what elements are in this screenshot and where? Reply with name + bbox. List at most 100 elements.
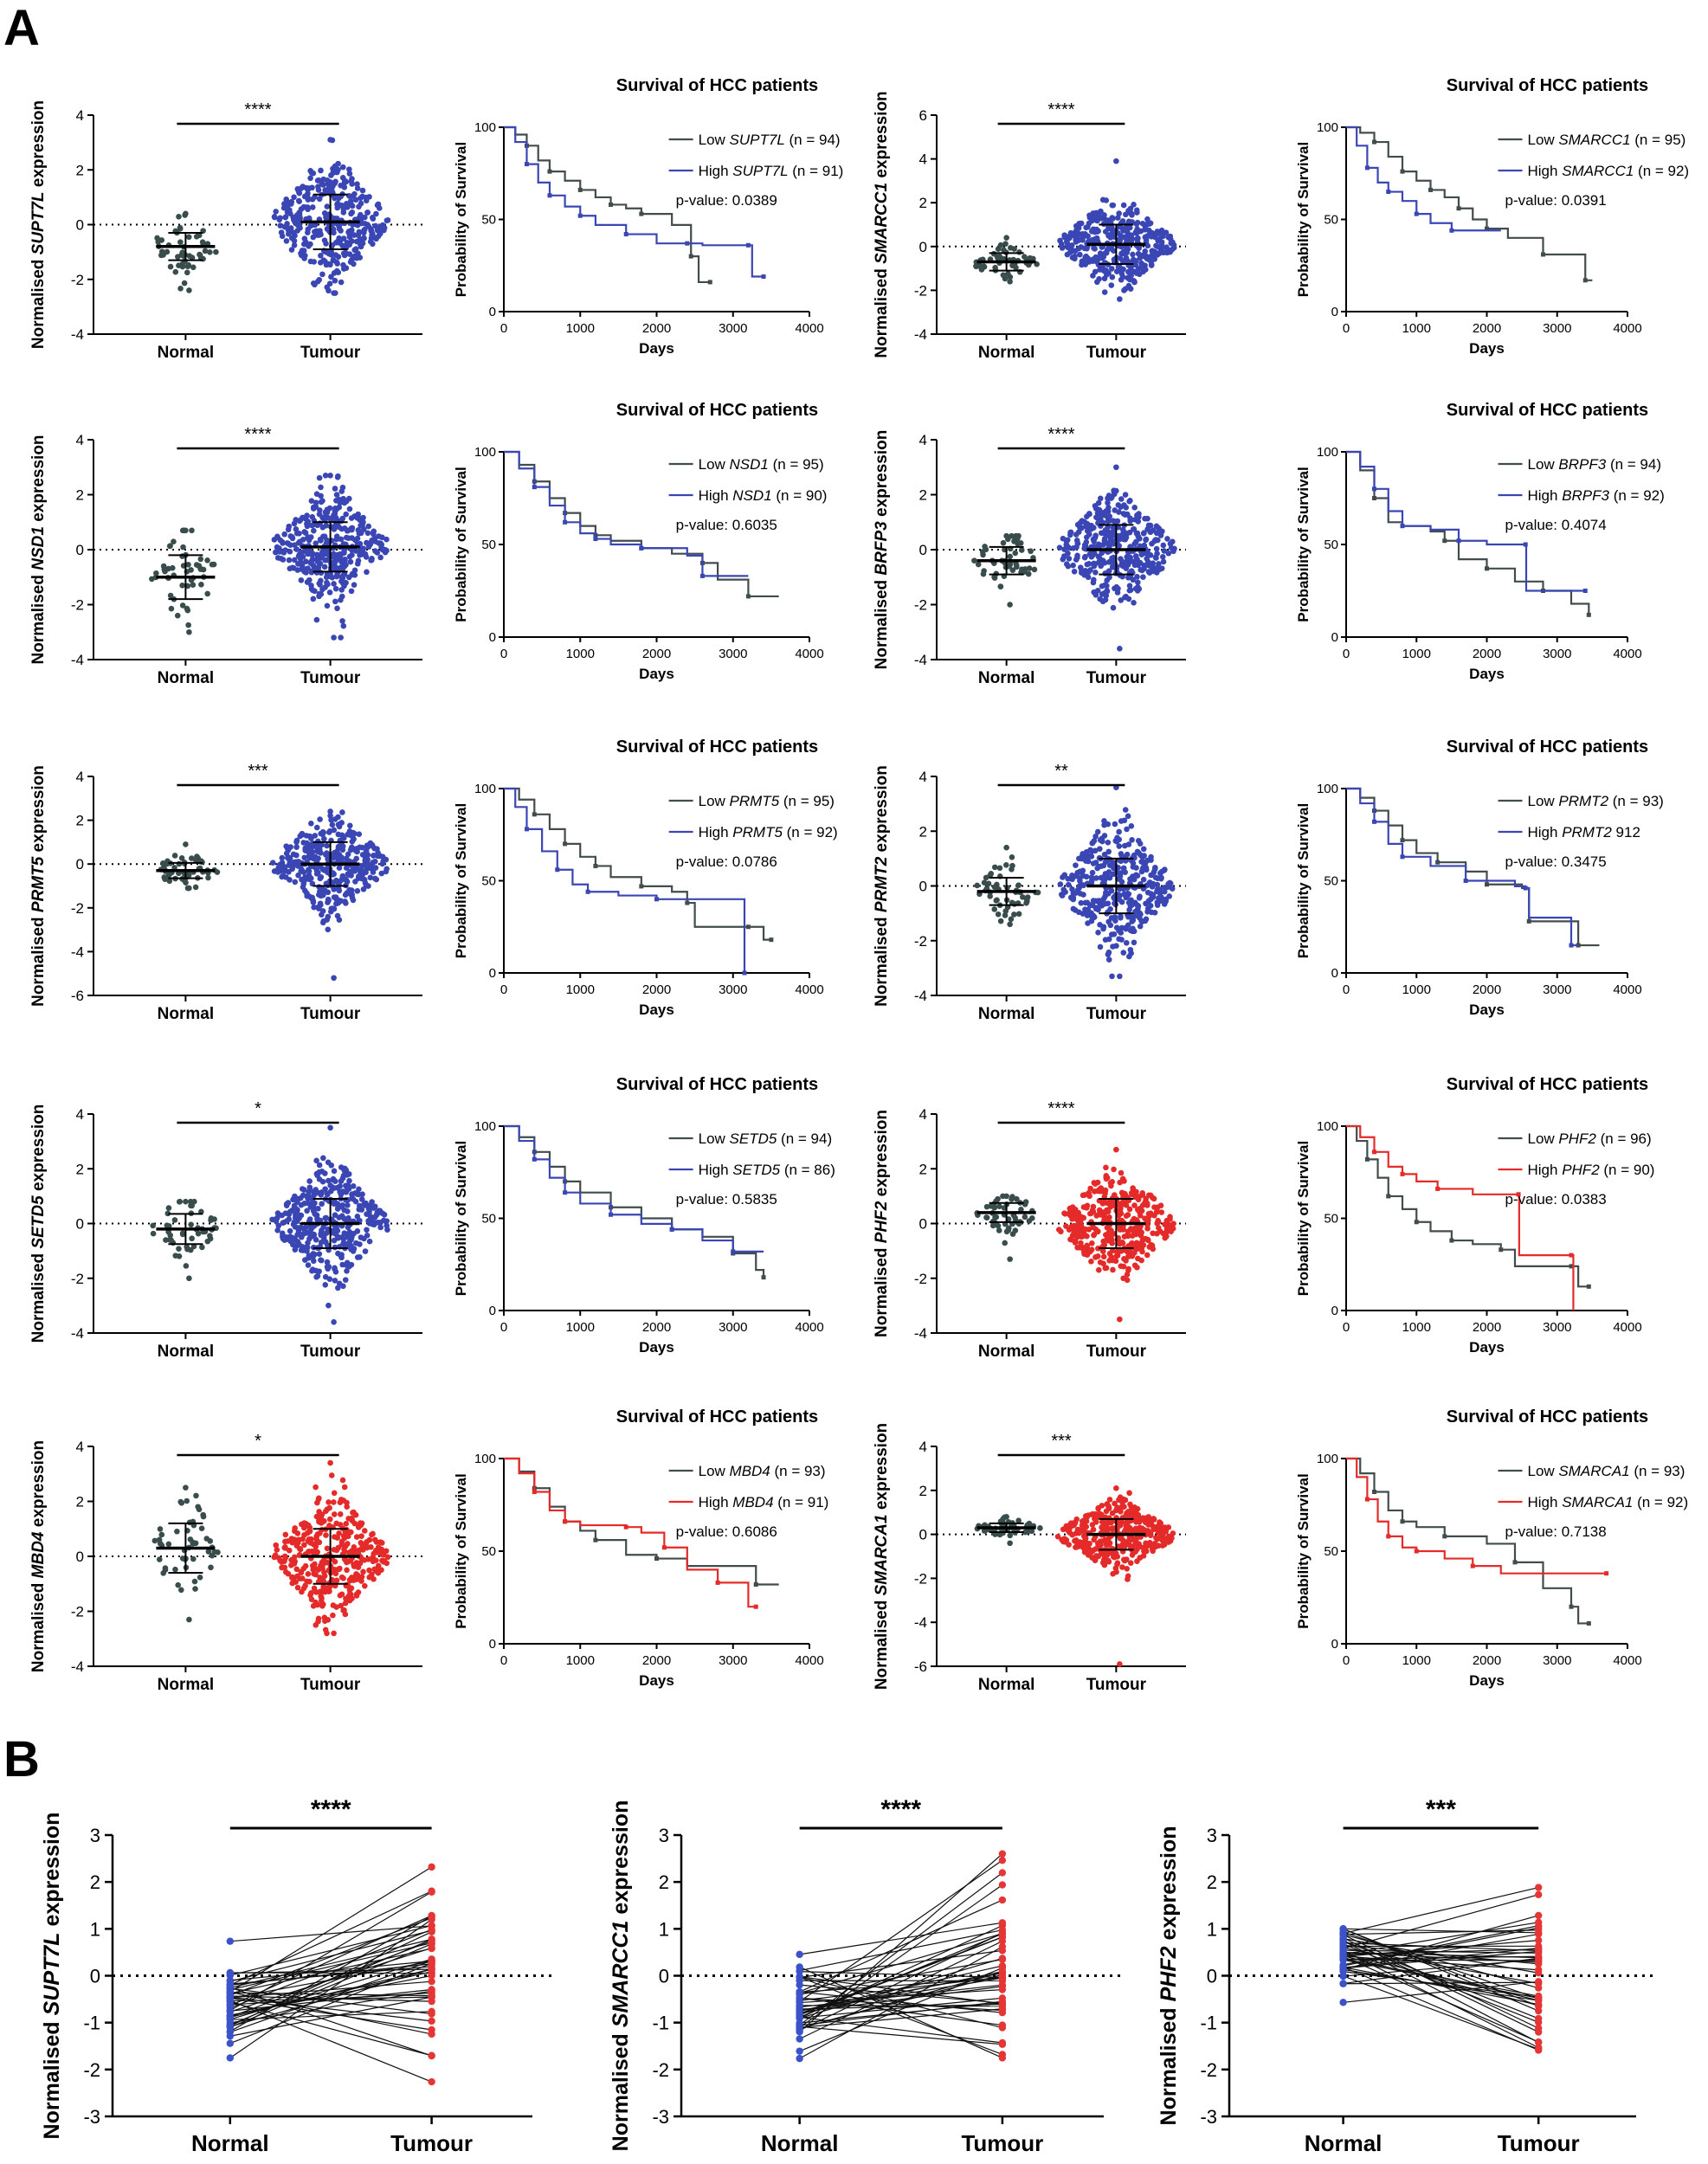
data-point: [1118, 556, 1124, 562]
data-point: [306, 1178, 313, 1184]
x-tick-label: Normal: [158, 1676, 214, 1694]
data-point: [1009, 899, 1015, 906]
data-point: [318, 1257, 325, 1264]
data-point: [355, 1549, 362, 1556]
p-value: p-value: 0.0786: [676, 853, 777, 870]
survival-line-low: [504, 787, 771, 941]
data-point: [362, 1248, 369, 1254]
data-point: [1124, 851, 1131, 858]
data-point: [313, 1170, 320, 1177]
data-point: [1129, 837, 1135, 843]
data-point: [1105, 956, 1112, 963]
censor-mark: [745, 594, 751, 599]
data-point: [364, 222, 371, 228]
data-point: [1101, 1199, 1108, 1205]
data-point: [361, 227, 367, 234]
data-point: [296, 518, 303, 525]
legend-gene: SUPT7L: [730, 132, 785, 148]
data-point: [306, 1255, 312, 1261]
data-point: [300, 880, 307, 887]
data-point: [1083, 538, 1090, 545]
data-point: [1105, 821, 1112, 828]
data-point: [325, 1177, 332, 1184]
censor-mark: [563, 1190, 568, 1195]
data-point: [1066, 1227, 1073, 1233]
data-point: [1089, 1240, 1095, 1246]
censor-mark: [1526, 918, 1531, 924]
significance-stars: *: [255, 1099, 261, 1118]
data-point: [373, 210, 379, 217]
data-point: [1170, 239, 1176, 246]
data-point: [281, 1558, 287, 1564]
data-point: [165, 1205, 172, 1211]
data-point: [291, 1219, 298, 1226]
data-point: [1082, 1545, 1089, 1551]
data-point: [339, 175, 346, 181]
data-point: [1007, 274, 1014, 280]
data-point: [343, 900, 349, 906]
data-point: [310, 1566, 316, 1573]
data-point: [1112, 518, 1118, 525]
data-point: [1137, 1555, 1143, 1561]
censor-mark: [1516, 1192, 1521, 1197]
y-tick-label: 100: [474, 1452, 496, 1466]
data-point: [278, 229, 285, 235]
data-point: [178, 1587, 184, 1594]
data-point: [352, 548, 359, 554]
data-point: [188, 1198, 194, 1205]
censor-mark: [532, 1490, 537, 1495]
y-axis-label-suffix: expression: [873, 1110, 891, 1201]
significance-stars: *: [255, 1432, 261, 1451]
censor-mark: [1442, 538, 1447, 544]
data-point: [1146, 221, 1153, 227]
data-point: [176, 1199, 183, 1205]
data-point: [1158, 565, 1165, 571]
data-point: [1122, 512, 1129, 518]
data-point: [1140, 574, 1146, 580]
data-point: [342, 892, 349, 898]
data-point: [1098, 530, 1105, 537]
data-point: [1105, 1233, 1112, 1240]
data-point: [195, 1230, 202, 1237]
data-point: [1080, 882, 1086, 888]
legend-entry: High PRMT5 (n = 92): [699, 824, 838, 840]
x-tick-label: Tumour: [1086, 1676, 1147, 1694]
data-point: [324, 177, 331, 184]
survival-line-high: [504, 450, 749, 577]
data-point: [322, 1214, 329, 1221]
data-point: [283, 1201, 290, 1208]
data-point: [1156, 1225, 1162, 1231]
data-point: [1073, 1516, 1080, 1523]
data-point: [1120, 228, 1126, 234]
y-tick-label: -6: [71, 988, 84, 1004]
data-point: [316, 511, 323, 518]
x-tick-label: 2000: [642, 1653, 671, 1668]
data-point: [293, 844, 300, 850]
legend-name: High: [1528, 1162, 1563, 1178]
data-point: [357, 238, 363, 245]
data-point: [1151, 910, 1158, 916]
data-point: [1105, 270, 1112, 276]
data-point: [361, 1201, 367, 1208]
data-point: [1160, 558, 1167, 565]
data-point: [1092, 833, 1099, 840]
data-point: [1090, 1526, 1097, 1533]
data-point: [349, 203, 356, 209]
y-axis-label-suffix: expression: [873, 1423, 891, 1515]
data-point: [1131, 852, 1138, 859]
data-point: [355, 527, 362, 533]
data-point: [208, 1564, 214, 1571]
data-point: [1110, 944, 1116, 950]
data-point: [1155, 1542, 1162, 1549]
data-point: [301, 241, 307, 248]
x-tick-label: 2000: [1473, 1320, 1501, 1335]
data-point: [1093, 1213, 1100, 1219]
data-point: [345, 1224, 351, 1231]
data-point: [178, 1500, 185, 1506]
legend-gene: SETD5: [732, 1162, 780, 1178]
legend-name: High: [1528, 824, 1563, 840]
data-point: [315, 855, 321, 862]
data-point: [1095, 1504, 1102, 1511]
data-point: [304, 204, 311, 210]
data-point: [1000, 539, 1007, 546]
